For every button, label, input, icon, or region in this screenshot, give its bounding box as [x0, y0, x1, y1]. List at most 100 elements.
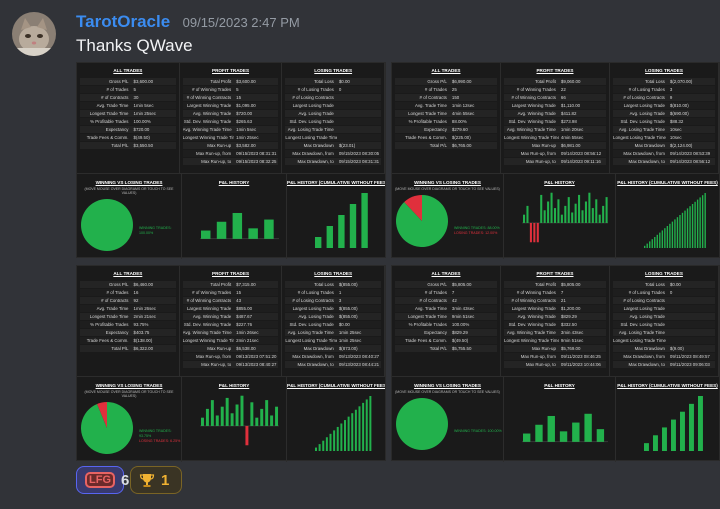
table-row: Max Drawdown $(2,124.00) [613, 142, 715, 149]
cumulative-pnl-chart[interactable]: P&L HISTORY (CUMULATIVE WITHOUT FEES) [287, 174, 385, 259]
losing-trades-table: LOSING TRADES Total Loss $0.00 # of Losing … [282, 63, 386, 173]
row-label: Longest Winning Trade Time [182, 338, 235, 343]
row-value: 10sec [669, 135, 682, 140]
row-label: # of Trades [106, 87, 129, 92]
table-row: Max Run-up, to 09/13/2023 08:40:27 [182, 361, 279, 368]
row-value: 2min 21sec [236, 338, 259, 343]
row-value [337, 134, 381, 141]
reaction-lfg[interactable]: LFG 6 [76, 466, 129, 494]
win-loss-pie-chart[interactable]: WINNING VS LOSING TRADES (MOVE MOUSE OVER… [392, 377, 504, 462]
row-label: Max Run-up, to [201, 362, 232, 367]
win-loss-pie-chart[interactable]: WINNING VS LOSING TRADES (MOVE MOUSE OVER… [77, 174, 182, 259]
trade-report-panel[interactable]: ALL TRADES Gross P/L $6,460.00 # of Trades 1… [76, 265, 386, 462]
cumulative-bar [340, 423, 343, 451]
row-value: 0 [669, 290, 673, 295]
chart-subtitle: (MOVE MOUSE OVER DIAGRAMS OR TOUCH TO SE… [395, 390, 500, 394]
username[interactable]: TarotOracle [76, 12, 171, 31]
pnl-bar [523, 433, 531, 442]
pnl-bar [220, 406, 224, 426]
pnl-bar [571, 212, 574, 223]
pnl-bar [550, 192, 553, 223]
pnl-bar [245, 425, 249, 446]
chart-title: P&L HISTORY [544, 383, 575, 388]
cumulative-pnl-chart[interactable]: P&L HISTORY (CUMULATIVE WITHOUT FEES) [287, 377, 385, 462]
cumulative-bar [656, 234, 658, 248]
pie-legend: WINNING TRADES: 100.00% [139, 226, 181, 236]
table-row: Total Profit $5,805.00 [504, 281, 606, 288]
chart-title: P&L HISTORY (CUMULATIVE WITHOUT FEES) [287, 383, 385, 388]
row-value: 4min 55sec [451, 111, 475, 116]
row-value: $3,600.00 [236, 79, 256, 84]
pie-label-winning: WINNING TRADES: 88.00% [454, 226, 500, 230]
row-label: Std. Dev. Winning Trade [508, 119, 556, 124]
table-row: Trade Fees & Comm. $(225.00) [395, 134, 497, 141]
table-title: PROFIT TRADES [536, 271, 574, 276]
pnl-history-chart[interactable]: P&L HISTORY [182, 377, 287, 462]
row-value [337, 94, 381, 101]
stats-tables: ALL TRADES Gross P/L $5,805.00 # of Trades 7… [392, 266, 719, 376]
row-label: Max Run-up [207, 346, 232, 351]
cumulative-bar [684, 210, 686, 248]
row-label: Avg. Trade Time [415, 103, 447, 108]
row-label: Max Run-up, to [201, 159, 232, 164]
table-row: Max Run-up $6,538.00 [182, 345, 279, 352]
profit-trades-table: PROFIT TRADES Total Profit $7,315.00 # of W… [180, 266, 283, 376]
row-label: Largest Losing Trade [623, 103, 665, 108]
row-value: 9min 51sec [560, 338, 584, 343]
row-label: Avg. Winning Trade [517, 314, 556, 319]
table-row: Trade Fees & Comm. $(49.50) [395, 337, 497, 344]
avatar[interactable] [12, 12, 56, 56]
cumulative-bar [686, 208, 689, 248]
pnl-bar [270, 415, 274, 426]
cumulative-pnl-chart[interactable]: P&L HISTORY (CUMULATIVE WITHOUT FEES) [616, 174, 719, 259]
trade-report-panel[interactable]: ALL TRADES Gross P/L $5,805.00 # of Trades 7… [391, 265, 720, 462]
table-row: Largest Winning Trade $1,200.00 [504, 305, 606, 312]
losing-trades-table: LOSING TRADES Total Loss $(2,070.00) # of L… [610, 63, 719, 173]
charts-row: WINNING VS LOSING TRADES (MOVE MOUSE OVER… [77, 376, 385, 462]
cumulative-pnl-chart[interactable]: P&L HISTORY (CUMULATIVE WITHOUT FEES) [616, 377, 719, 462]
row-label: Avg. Losing Trade [629, 111, 665, 116]
table-row: Total P/L $3,550.50 [80, 142, 176, 149]
table-row: Total P/L $6,765.00 [395, 142, 497, 149]
table-row: Gross P/L $3,600.00 [80, 78, 176, 85]
win-loss-pie-chart[interactable]: WINNING VS LOSING TRADES (MOVE MOUSE OVER… [392, 174, 504, 259]
trade-report-panel[interactable]: ALL TRADES Gross P/L $6,990.00 # of Trades 2… [391, 62, 720, 259]
table-row: Avg. Losing Trade Time 10sec [613, 126, 715, 133]
row-value: 09/14/2023 08:56:12 [560, 151, 602, 156]
table-row: Expectancy $720.00 [80, 126, 176, 133]
row-label: Avg. Losing Trade [298, 111, 334, 116]
row-label: Avg. Trade Time [96, 103, 129, 108]
row-value: 15 [236, 95, 242, 100]
cumulative-bar [699, 197, 701, 248]
row-value: $265.63 [236, 119, 253, 124]
cumulative-bar [644, 245, 646, 248]
charts-row: WINNING VS LOSING TRADES (MOVE MOUSE OVER… [392, 376, 719, 462]
row-label: # of Losing Trades [297, 87, 334, 92]
cumulative-bar [674, 219, 676, 248]
row-value: 09/14/2023 09:11:16 [560, 159, 601, 164]
trade-report-panel[interactable]: ALL TRADES Gross P/L $3,600.00 # of Trades 5… [76, 62, 386, 259]
row-label: Longest Winning Trade Time [504, 338, 559, 343]
pnl-history-chart[interactable]: P&L HISTORY [504, 174, 616, 259]
row-label: Max Run-up, to [525, 159, 556, 164]
row-value [337, 126, 381, 133]
row-label: # of Winning Trades [516, 290, 556, 295]
reaction-trophy[interactable]: 1 [130, 466, 182, 494]
row-label: # of Losing Contracts [292, 95, 334, 100]
table-row: Longest Trade Time 2min 21sec [80, 313, 176, 320]
row-label: Max Run-up, from [520, 151, 556, 156]
table-row: Largest Losing Trade [613, 305, 715, 312]
pnl-history-chart[interactable]: P&L HISTORY [182, 174, 287, 259]
pnl-history-chart[interactable]: P&L HISTORY [504, 377, 616, 462]
table-row: Max Drawdown, to 09/15/2023 08:31:31 [285, 158, 382, 165]
row-value: $411.82 [560, 111, 577, 116]
cumulative-bar [361, 193, 368, 248]
row-label: % Profitable Trades [90, 119, 129, 124]
row-label: Avg. Trade Time [415, 306, 447, 311]
win-loss-pie-chart[interactable]: WINNING VS LOSING TRADES (MOVE MOUSE OVER… [77, 377, 182, 462]
table-row: Std. Dev. Winning Trade $227.76 [182, 321, 279, 328]
row-label: Avg. Losing Trade Time [618, 330, 665, 335]
pnl-bar [536, 222, 539, 243]
table-row: # of Winning Contracts 66 [504, 94, 606, 101]
